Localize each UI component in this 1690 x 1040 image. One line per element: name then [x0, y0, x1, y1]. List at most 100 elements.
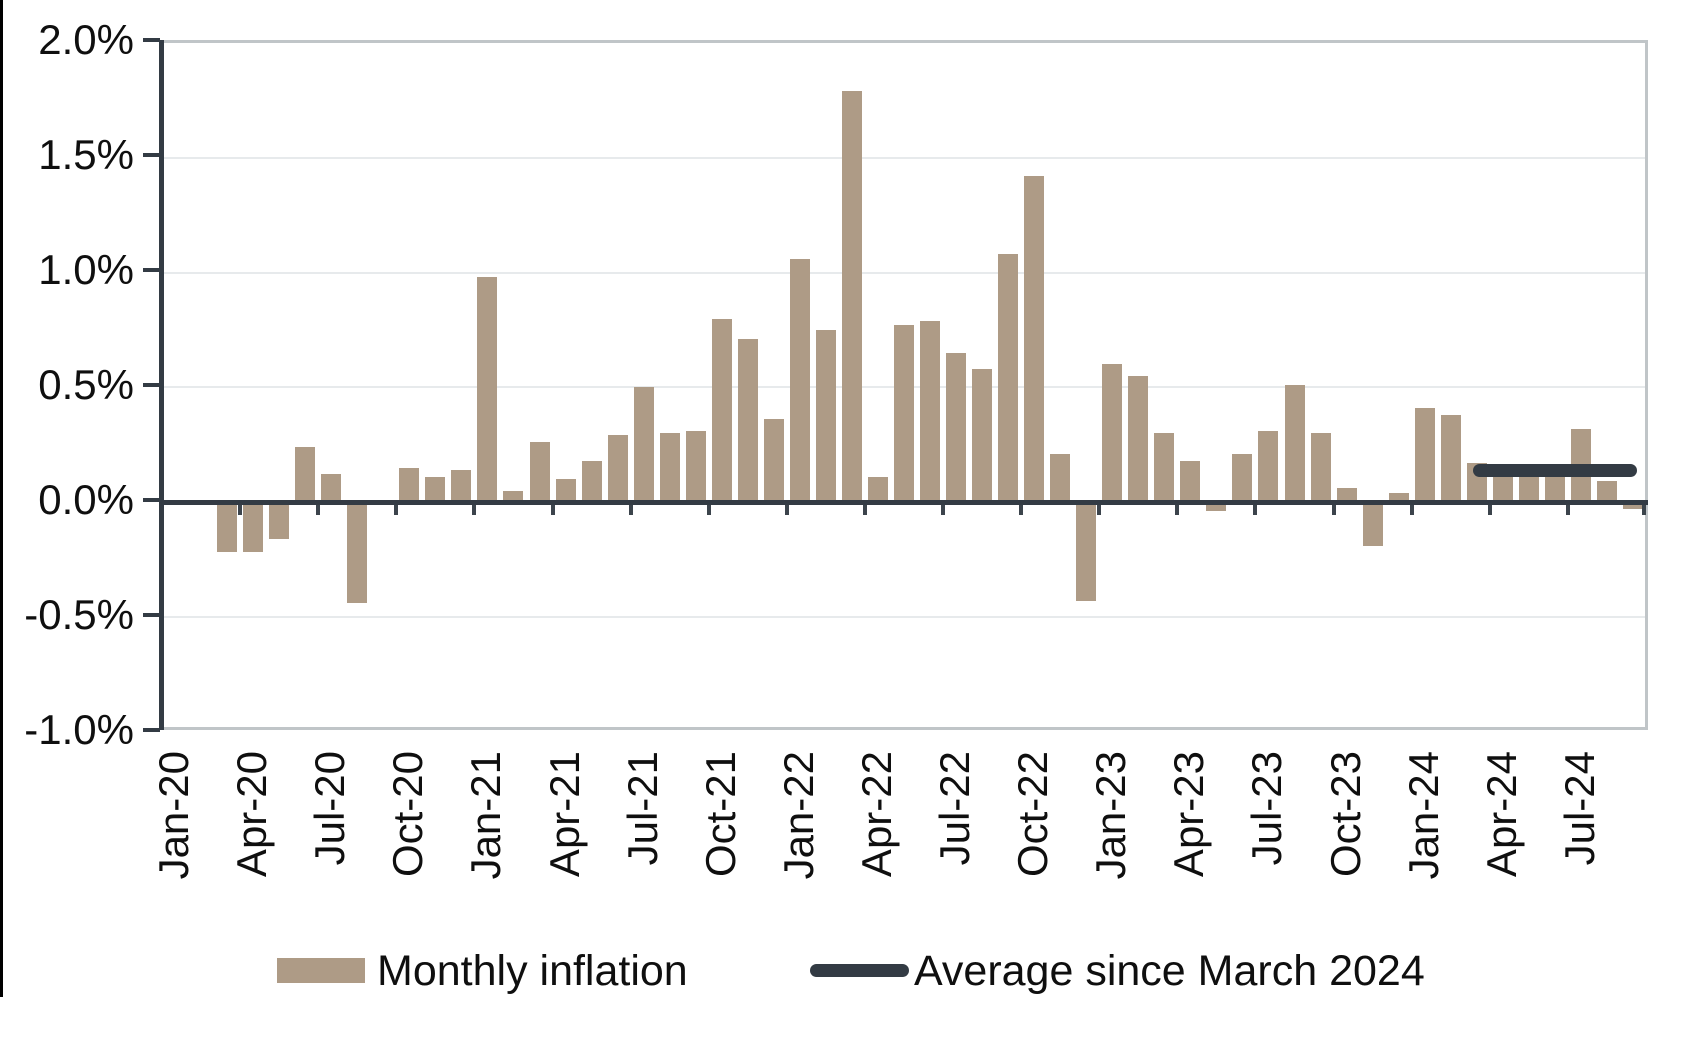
bar-Mar-21 — [529, 442, 550, 502]
x-tick — [1097, 501, 1102, 515]
legend-line-swatch — [810, 964, 909, 977]
bar-Feb-24 — [1440, 414, 1461, 502]
x-tick — [628, 501, 633, 515]
y-axis-label--1.0%: -1.0% — [24, 706, 134, 753]
x-tick — [550, 501, 555, 515]
gridline-1.5 — [161, 157, 1645, 159]
bar-Dec-22 — [1076, 502, 1097, 601]
x-tick — [1331, 501, 1336, 515]
legend-label-average: Average since March 2024 — [914, 947, 1425, 995]
bar-Nov-22 — [1050, 453, 1071, 502]
plot-area — [161, 40, 1648, 730]
zero-axis-line — [161, 500, 1648, 505]
bar-Jul-21 — [633, 387, 654, 502]
x-axis-label-Oct-20: Oct-20 — [384, 751, 432, 878]
bar-May-20 — [269, 502, 290, 539]
bar-May-23 — [1206, 502, 1227, 512]
x-tick — [1487, 501, 1492, 515]
bar-Feb-21 — [503, 490, 524, 502]
y-tick — [143, 383, 160, 387]
x-tick — [1175, 501, 1180, 515]
bar-Sep-21 — [685, 430, 706, 502]
bar-Oct-22 — [1024, 176, 1045, 502]
figure-left-border — [0, 0, 3, 997]
x-tick — [472, 501, 477, 515]
bar-Oct-23 — [1336, 488, 1357, 502]
x-axis-label-Jan-21: Jan-21 — [462, 751, 510, 880]
y-tick — [143, 728, 160, 732]
y-axis-label-1.0%: 1.0% — [38, 246, 134, 293]
bar-Jan-24 — [1414, 407, 1435, 502]
bar-Aug-22 — [972, 368, 993, 502]
bar-Mar-20 — [217, 502, 238, 553]
bar-Jun-22 — [920, 320, 941, 502]
bar-Jan-21 — [477, 277, 498, 502]
x-tick — [862, 501, 867, 515]
y-axis-label-0.0%: 0.0% — [38, 476, 134, 523]
bar-Sep-23 — [1310, 433, 1331, 502]
bar-Sep-24 — [1622, 502, 1643, 509]
bar-Mar-22 — [841, 91, 862, 502]
bar-Apr-22 — [867, 476, 888, 502]
y-tick — [143, 153, 160, 157]
y-tick — [143, 268, 160, 272]
y-axis-label-0.5%: 0.5% — [38, 361, 134, 408]
bar-Apr-24 — [1492, 469, 1513, 502]
x-tick — [1565, 501, 1570, 515]
bar-Nov-20 — [425, 476, 446, 502]
x-axis-label-Apr-21: Apr-21 — [540, 751, 588, 878]
y-tick — [143, 613, 160, 617]
x-axis-label-Apr-24: Apr-24 — [1477, 751, 1525, 878]
x-axis-label-Oct-21: Oct-21 — [696, 751, 744, 878]
bar-Aug-24 — [1596, 481, 1617, 502]
bar-May-22 — [894, 325, 914, 502]
x-axis-label-Apr-22: Apr-22 — [852, 751, 900, 878]
x-axis-label-Apr-20: Apr-20 — [228, 751, 276, 878]
x-axis-label-Jul-23: Jul-23 — [1243, 751, 1291, 866]
x-axis-label-Jul-24: Jul-24 — [1555, 751, 1603, 866]
bar-Jun-20 — [295, 446, 316, 502]
bar-May-21 — [581, 460, 602, 502]
bar-Nov-21 — [737, 339, 758, 502]
bar-Apr-23 — [1180, 460, 1201, 502]
y-axis-label-1.5%: 1.5% — [38, 131, 134, 178]
bar-Oct-20 — [399, 467, 420, 502]
x-tick — [394, 501, 399, 515]
bar-Oct-21 — [711, 318, 732, 502]
bar-Dec-21 — [763, 419, 784, 502]
bar-Aug-21 — [659, 433, 680, 502]
bar-Feb-22 — [815, 330, 836, 502]
x-axis-label-Jul-20: Jul-20 — [306, 751, 354, 866]
x-axis-label-Jul-22: Jul-22 — [931, 751, 979, 866]
bar-Dec-23 — [1388, 492, 1409, 502]
bar-Apr-20 — [243, 502, 264, 553]
x-tick — [1409, 501, 1414, 515]
bar-Sep-22 — [998, 254, 1019, 502]
x-axis-label-Jul-21: Jul-21 — [618, 751, 666, 866]
x-axis-label-Jan-23: Jan-23 — [1087, 751, 1135, 880]
bar-Jul-20 — [321, 474, 342, 502]
y-axis-label-2.0%: 2.0% — [38, 16, 134, 63]
x-tick — [784, 501, 789, 515]
average-since-march-2024-line — [1472, 463, 1637, 477]
legend-bar-swatch — [277, 958, 365, 983]
x-tick — [238, 501, 243, 515]
bar-Jun-24 — [1544, 469, 1565, 502]
gridline--0.5 — [161, 615, 1645, 618]
y-axis-label--0.5%: -0.5% — [24, 591, 134, 638]
bar-Dec-20 — [451, 469, 472, 502]
bar-Feb-23 — [1128, 375, 1149, 502]
bar-Jun-21 — [607, 435, 628, 502]
x-axis-label-Jan-22: Jan-22 — [774, 751, 822, 880]
y-tick — [143, 498, 160, 502]
x-axis-label-Apr-23: Apr-23 — [1165, 751, 1213, 878]
gridline-1 — [161, 271, 1645, 274]
bar-Jul-23 — [1258, 430, 1279, 502]
bar-Apr-21 — [555, 479, 576, 502]
x-axis-label-Jan-20: Jan-20 — [150, 751, 198, 880]
x-tick — [706, 501, 711, 515]
x-tick — [1642, 501, 1646, 515]
x-tick — [1253, 501, 1258, 515]
x-tick — [1019, 501, 1024, 515]
